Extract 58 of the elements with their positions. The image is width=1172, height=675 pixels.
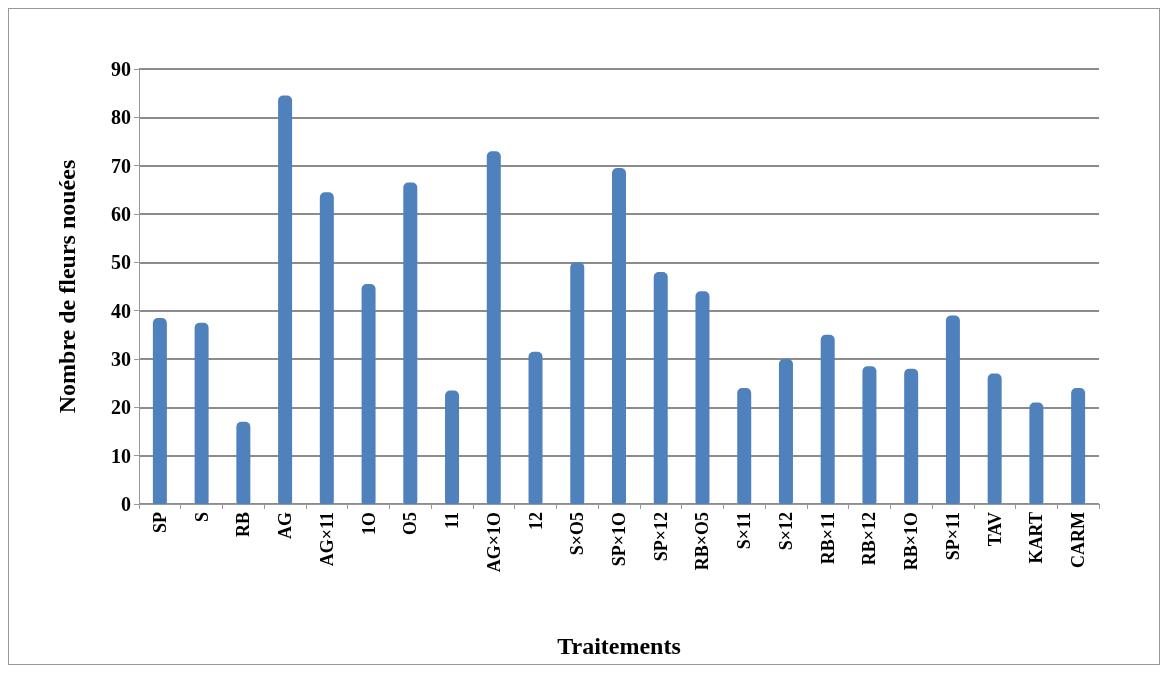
bar (945, 315, 960, 504)
bar (820, 334, 835, 504)
x-tick-label: S×11 (734, 512, 755, 550)
bar (403, 182, 418, 504)
bar (194, 322, 209, 504)
y-tick-label: 60 (111, 203, 131, 225)
bar (570, 262, 585, 504)
x-tick-label: S×12 (775, 512, 796, 551)
y-tick-label: 10 (111, 444, 131, 467)
y-tick-label: 40 (111, 299, 131, 322)
x-tick-label: AG (275, 512, 296, 539)
bar (278, 95, 293, 504)
y-tick-label: 70 (111, 154, 131, 177)
x-tick-label: KART (1026, 512, 1047, 564)
bar (1071, 388, 1086, 504)
x-tick-label: SP×12 (650, 512, 671, 562)
x-tick-label: CARM (1068, 512, 1089, 568)
x-tick-label: AG×11 (316, 512, 337, 567)
x-tick-label: S (191, 512, 212, 523)
x-tick-label: O5 (400, 512, 421, 536)
bar (612, 168, 626, 504)
x-tick-label: 11 (442, 512, 463, 530)
y-tick-label: 80 (111, 106, 131, 129)
bar (695, 291, 710, 504)
bar (737, 388, 752, 504)
x-tick-label: RB×1O (901, 512, 922, 571)
bar (862, 366, 877, 504)
bar (236, 421, 251, 504)
bar (987, 373, 1002, 504)
x-tick-label: 12 (525, 512, 546, 530)
x-tick-label: S×O5 (567, 512, 588, 556)
x-tick-label: 1O (358, 512, 379, 536)
x-tick-label: SP×11 (942, 512, 963, 561)
bar (486, 151, 501, 504)
x-tick-label: RB (233, 512, 254, 538)
bar (445, 390, 460, 504)
x-tick-label: RB×11 (817, 512, 838, 565)
y-tick-label: 30 (111, 348, 131, 370)
bar (528, 351, 543, 504)
y-tick-label: 20 (111, 396, 131, 419)
x-tick-label: AG×1O (483, 512, 504, 573)
x-tick-label: SP×1O (609, 512, 629, 567)
y-tick-label: 90 (111, 58, 131, 80)
bar (361, 284, 376, 504)
bar (319, 192, 334, 504)
x-tick-label: RB×12 (859, 512, 880, 566)
bar (653, 272, 668, 504)
y-tick-label: 0 (121, 493, 131, 515)
x-axis-title: Traitements (557, 633, 681, 659)
bar (778, 359, 793, 504)
bar (152, 317, 167, 504)
x-tick-label: RB×O5 (692, 512, 713, 571)
x-tick-label: SP (149, 512, 170, 534)
bar (904, 368, 919, 504)
y-axis-title: Nombre de fleurs nouées (54, 159, 80, 414)
x-tick-label: TAV (984, 512, 1005, 547)
y-tick-label: 50 (111, 251, 131, 274)
bar (1029, 402, 1044, 504)
